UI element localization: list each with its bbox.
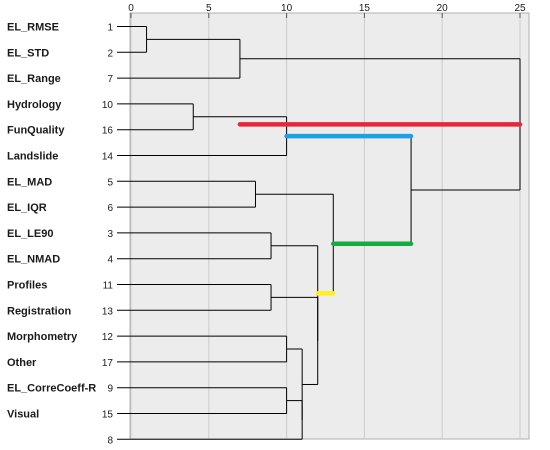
leaf-label: FunQuality: [7, 125, 65, 137]
case-number-label: 9: [107, 384, 113, 395]
leaf-label: Hydrology: [7, 99, 62, 111]
x-tick-label: 5: [206, 3, 212, 14]
leaf-label: EL_STD: [7, 47, 49, 59]
x-tick-label: 15: [359, 3, 371, 14]
case-number-label: 12: [102, 332, 114, 343]
leaf-label: EL_MAD: [7, 176, 52, 188]
case-number-label: 3: [107, 229, 113, 240]
case-number-label: 1: [107, 23, 113, 34]
leaf-label: Morphometry: [7, 331, 78, 343]
leaf-label: EL_LE90: [7, 228, 53, 240]
case-number-label: 8: [107, 435, 113, 445]
case-number-label: 15: [102, 410, 114, 421]
x-tick-label: 25: [514, 3, 526, 14]
leaf-label: Registration: [7, 305, 71, 317]
x-tick-label: 20: [437, 3, 449, 14]
case-number-label: 5: [107, 177, 113, 188]
leaf-label: EL_NMAD: [7, 254, 60, 266]
x-tick-label: 10: [281, 3, 293, 14]
leaf-label: Profiles: [7, 280, 47, 292]
x-tick-label: 0: [128, 3, 134, 14]
case-number-label: 17: [102, 358, 114, 369]
case-number-label: 13: [102, 306, 114, 317]
leaf-label: EL_Range: [7, 73, 61, 85]
leaf-label: EL_RMSE: [7, 22, 59, 34]
case-number-label: 11: [103, 281, 114, 292]
case-number-label: 4: [107, 255, 113, 266]
case-number-label: 2: [107, 48, 113, 59]
case-number-label: 14: [102, 152, 114, 163]
leaf-label: Landslide: [7, 151, 58, 163]
case-number-label: 6: [107, 203, 113, 214]
case-number-label: 7: [107, 74, 113, 85]
case-number-label: 16: [102, 126, 114, 137]
leaf-label: EL_IQR: [7, 202, 47, 214]
plot-area: [129, 12, 530, 440]
leaf-label: EL_CorreCoeff-R: [7, 383, 96, 395]
case-number-label: 10: [102, 100, 114, 111]
leaf-label: Other: [7, 357, 37, 369]
leaf-label: Visual: [7, 409, 39, 421]
